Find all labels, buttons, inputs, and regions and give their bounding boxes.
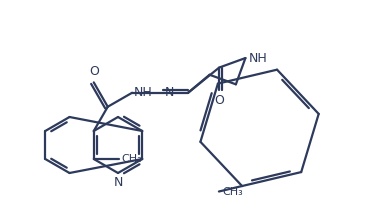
Text: O: O xyxy=(89,65,99,78)
Text: O: O xyxy=(214,94,224,107)
Text: N: N xyxy=(165,86,174,99)
Text: NH: NH xyxy=(134,86,153,99)
Text: CH₃: CH₃ xyxy=(121,154,142,164)
Text: CH₃: CH₃ xyxy=(222,186,243,197)
Text: N: N xyxy=(113,176,123,189)
Text: NH: NH xyxy=(249,51,267,64)
